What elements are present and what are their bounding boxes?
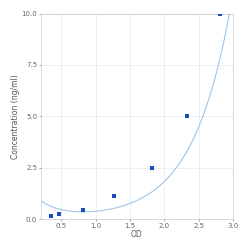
Y-axis label: Concentration (ng/ml): Concentration (ng/ml) xyxy=(11,74,20,159)
Point xyxy=(56,212,60,216)
Point xyxy=(112,194,116,198)
Point xyxy=(218,12,222,16)
Point xyxy=(81,208,85,212)
X-axis label: OD: OD xyxy=(131,230,143,239)
Point xyxy=(150,166,154,170)
Point xyxy=(49,214,53,218)
Point xyxy=(184,114,188,118)
